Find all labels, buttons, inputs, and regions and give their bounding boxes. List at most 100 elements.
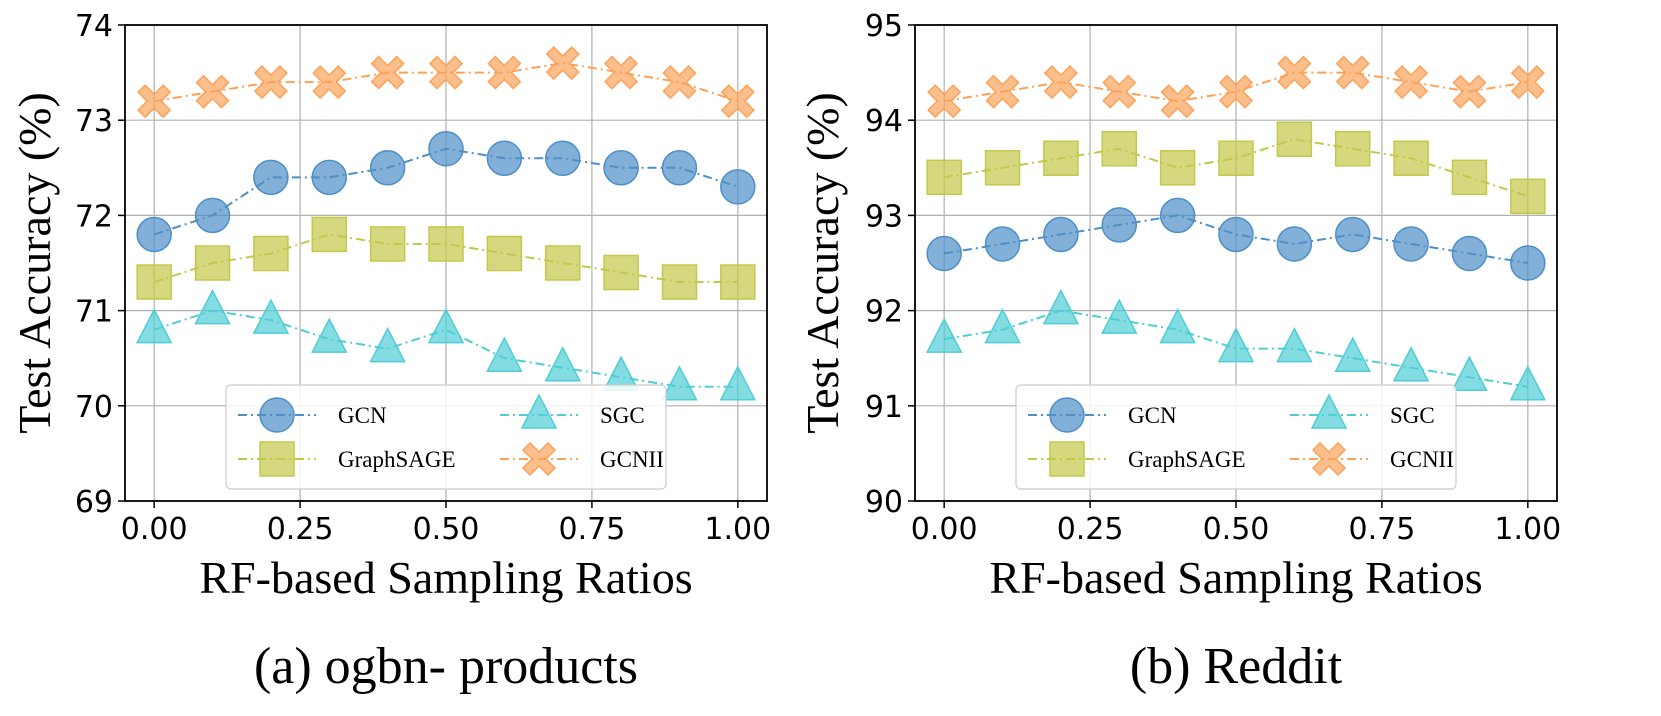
data-point <box>370 55 405 90</box>
data-point <box>1334 216 1371 253</box>
chart-panel-ogbn-products: 0.00 0.25 0.50 0.75 1.00 69 70 71 72 73 74 Test Acc… <box>9 9 771 695</box>
data-point <box>1043 216 1079 253</box>
data-point <box>1451 355 1488 391</box>
data-point <box>1101 131 1138 167</box>
data-point <box>985 74 1020 109</box>
data-point <box>195 74 230 109</box>
x-tick-label: 1.00 <box>704 512 771 547</box>
data-point <box>311 317 348 353</box>
series-line <box>944 138 1529 198</box>
data-point <box>194 245 231 281</box>
data-point <box>1394 65 1429 100</box>
data-point <box>545 46 580 81</box>
data-point <box>1160 84 1195 119</box>
legend-label: GCNII <box>1390 447 1454 472</box>
data-point <box>487 55 522 90</box>
data-point <box>1451 159 1488 196</box>
y-tick-label: 70 <box>75 390 113 425</box>
data-point <box>1335 55 1370 90</box>
data-point <box>136 216 172 253</box>
y-tick-label: 91 <box>865 390 903 425</box>
data-point <box>252 298 290 334</box>
x-tick-label: 0.00 <box>911 512 978 547</box>
series-gcnii <box>927 55 1545 119</box>
x-tick-label: 0.75 <box>559 512 626 547</box>
data-point <box>544 140 581 177</box>
y-tick-label: 69 <box>75 485 113 520</box>
data-point <box>1276 121 1313 157</box>
data-point <box>984 308 1021 344</box>
data-point <box>194 288 231 325</box>
legend-label: GCN <box>1128 403 1177 428</box>
series-gcnii <box>137 46 755 119</box>
data-point <box>428 226 464 262</box>
data-point <box>1393 226 1429 262</box>
data-point <box>720 169 756 205</box>
y-tick-label: 90 <box>865 485 903 520</box>
legend-marker <box>520 393 558 429</box>
data-point <box>544 245 581 281</box>
data-point <box>486 235 523 272</box>
data-point <box>1509 365 1547 401</box>
data-point <box>720 264 756 300</box>
legend-marker <box>521 441 557 477</box>
legend-label: GCNII <box>600 447 664 472</box>
series-line <box>154 62 739 103</box>
data-point <box>984 150 1021 186</box>
data-point <box>1334 131 1371 167</box>
data-point <box>984 226 1021 262</box>
y-tick-label: 94 <box>865 104 903 139</box>
data-point <box>1277 55 1312 90</box>
data-point <box>486 336 523 372</box>
data-point <box>1393 140 1429 177</box>
data-point <box>136 264 172 300</box>
legend: GCN GraphSAGE SGC GCNII <box>225 384 667 490</box>
x-axis-label: RF-based Sampling Ratios <box>989 552 1482 603</box>
data-point <box>925 317 963 353</box>
data-point <box>428 55 464 90</box>
data-point <box>926 159 962 196</box>
data-point <box>194 197 231 234</box>
data-point <box>1218 74 1254 109</box>
legend-label: SGC <box>600 403 645 428</box>
x-tick-label: 0.50 <box>1203 512 1270 547</box>
y-tick-label: 71 <box>75 295 113 330</box>
data-point <box>603 150 639 186</box>
data-point <box>1276 327 1313 363</box>
y-tick-label: 93 <box>865 199 903 234</box>
data-point <box>926 235 962 272</box>
x-tick-label: 0.25 <box>1057 512 1124 547</box>
y-tick-label: 74 <box>75 9 113 44</box>
data-point <box>1101 298 1138 334</box>
series-gcn <box>136 131 756 253</box>
data-point <box>369 150 406 186</box>
data-point <box>369 226 406 262</box>
legend-item-gcn: GCN <box>1028 397 1177 433</box>
series-line <box>944 214 1528 264</box>
legend-item-gcn: GCN <box>238 397 387 433</box>
data-point <box>428 131 464 167</box>
data-point <box>369 327 406 363</box>
x-tick-label: 1.00 <box>1494 512 1561 547</box>
data-point <box>1218 140 1254 177</box>
data-point <box>486 140 523 177</box>
data-point <box>719 365 757 401</box>
legend-label: SGC <box>1390 403 1435 428</box>
legend-label: GraphSAGE <box>338 447 456 472</box>
data-point <box>1276 226 1313 262</box>
data-point <box>1334 336 1371 372</box>
data-point <box>311 159 348 196</box>
series-line <box>944 71 1528 103</box>
data-point <box>1159 197 1196 234</box>
x-axis-label: RF-based Sampling Ratios <box>199 552 692 603</box>
legend-box <box>225 384 667 490</box>
y-tick-label: 95 <box>865 9 903 44</box>
legend-item-gcnii: GCNII <box>500 441 664 477</box>
data-point <box>661 264 698 300</box>
data-point <box>662 65 697 100</box>
y-tick-label: 72 <box>75 199 113 234</box>
legend-item-graphsage: GraphSAGE <box>1028 441 1246 477</box>
y-axis-label: Test Accuracy (%) <box>9 92 60 434</box>
legend-marker <box>1049 441 1085 477</box>
data-point <box>1042 288 1080 325</box>
